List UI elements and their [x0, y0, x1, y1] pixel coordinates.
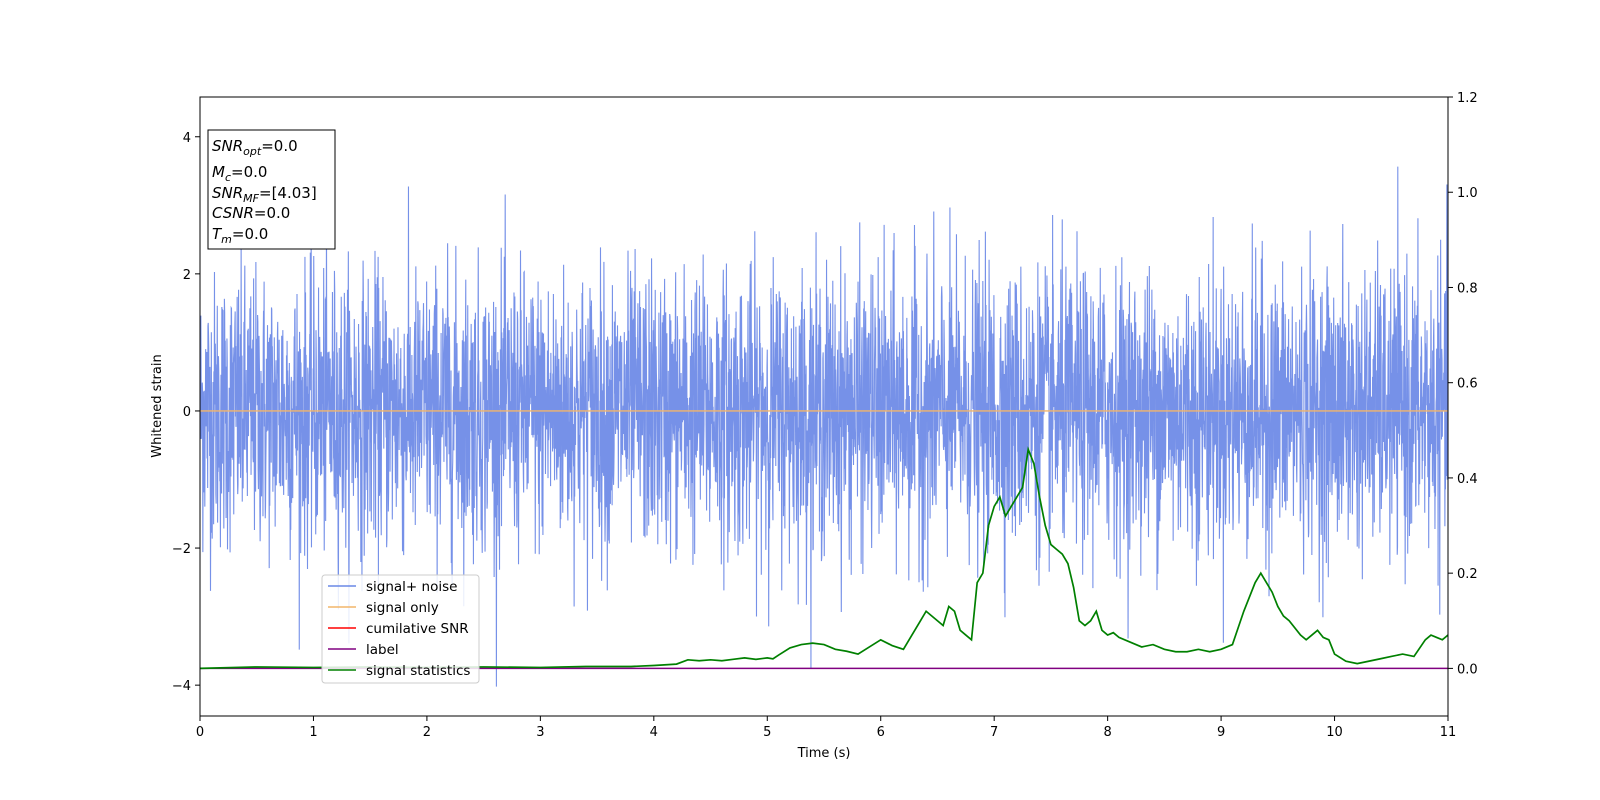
legend-label-signal-statistics: signal statistics: [366, 663, 470, 679]
info-snr-opt: SNRopt=0.0: [212, 137, 298, 158]
x-axis-label: Time (s): [797, 746, 851, 761]
signal-statistics-line: [200, 446, 1448, 670]
x-tick-label: 10: [1326, 725, 1343, 740]
y-left-tick-label: −2: [172, 542, 191, 557]
info-csnr: CSNR=0.0: [212, 204, 290, 222]
y-left-tick-label: 4: [183, 131, 191, 146]
legend-label-label: label: [366, 642, 399, 658]
y-left-tick-label: 2: [183, 268, 191, 283]
legend-label-cumulative-snr: cumilative SNR: [366, 621, 469, 637]
y-axis-label: Whitened strain: [150, 354, 165, 457]
x-tick-label: 7: [990, 725, 998, 740]
x-axis: 0 1 2 3 4 5 6 7 8 9 10 11: [196, 716, 1456, 740]
y-right-tick-label: 0.2: [1457, 567, 1478, 582]
x-tick-label: 9: [1217, 725, 1225, 740]
y-axis-right: 0.0 0.2 0.4 0.6 0.8 1.0 1.2: [1448, 91, 1478, 677]
signal-noise-series: [200, 166, 1448, 687]
legend-label-signal-noise: signal+ noise: [366, 579, 457, 595]
info-snr-mf: SNRMF=[4.03]: [212, 184, 317, 205]
y-axis-left: −4 −2 0 2 4: [172, 131, 200, 694]
x-tick-label: 6: [877, 725, 885, 740]
x-tick-label: 11: [1440, 725, 1457, 740]
legend-label-signal-only: signal only: [366, 600, 439, 616]
x-tick-label: 8: [1103, 725, 1111, 740]
y-right-tick-label: 0.0: [1457, 662, 1478, 677]
signal-noise-line: [200, 166, 1448, 687]
x-tick-label: 4: [650, 725, 658, 740]
y-left-tick-label: 0: [183, 405, 191, 420]
info-mc: Mc=0.0: [212, 163, 267, 184]
plot-frame: [199, 96, 1449, 717]
y-right-tick-label: 0.4: [1457, 472, 1478, 487]
x-tick-label: 5: [763, 725, 771, 740]
x-tick-label: 0: [196, 725, 204, 740]
info-tm: Tm=0.0: [212, 225, 268, 246]
y-right-tick-label: 1.2: [1457, 91, 1478, 106]
x-tick-label: 2: [423, 725, 431, 740]
x-tick-label: 3: [536, 725, 544, 740]
legend: signal+ noise signal only cumilative SNR…: [321, 574, 480, 684]
info-box: SNRopt=0.0 Mc=0.0 SNRMF=[4.03] CSNR=0.0 …: [207, 129, 336, 250]
y-right-tick-label: 1.0: [1457, 186, 1478, 201]
y-right-tick-label: 0.8: [1457, 281, 1478, 296]
y-right-tick-label: 0.6: [1457, 377, 1478, 392]
y-left-tick-label: −4: [172, 679, 191, 694]
x-tick-label: 1: [309, 725, 317, 740]
